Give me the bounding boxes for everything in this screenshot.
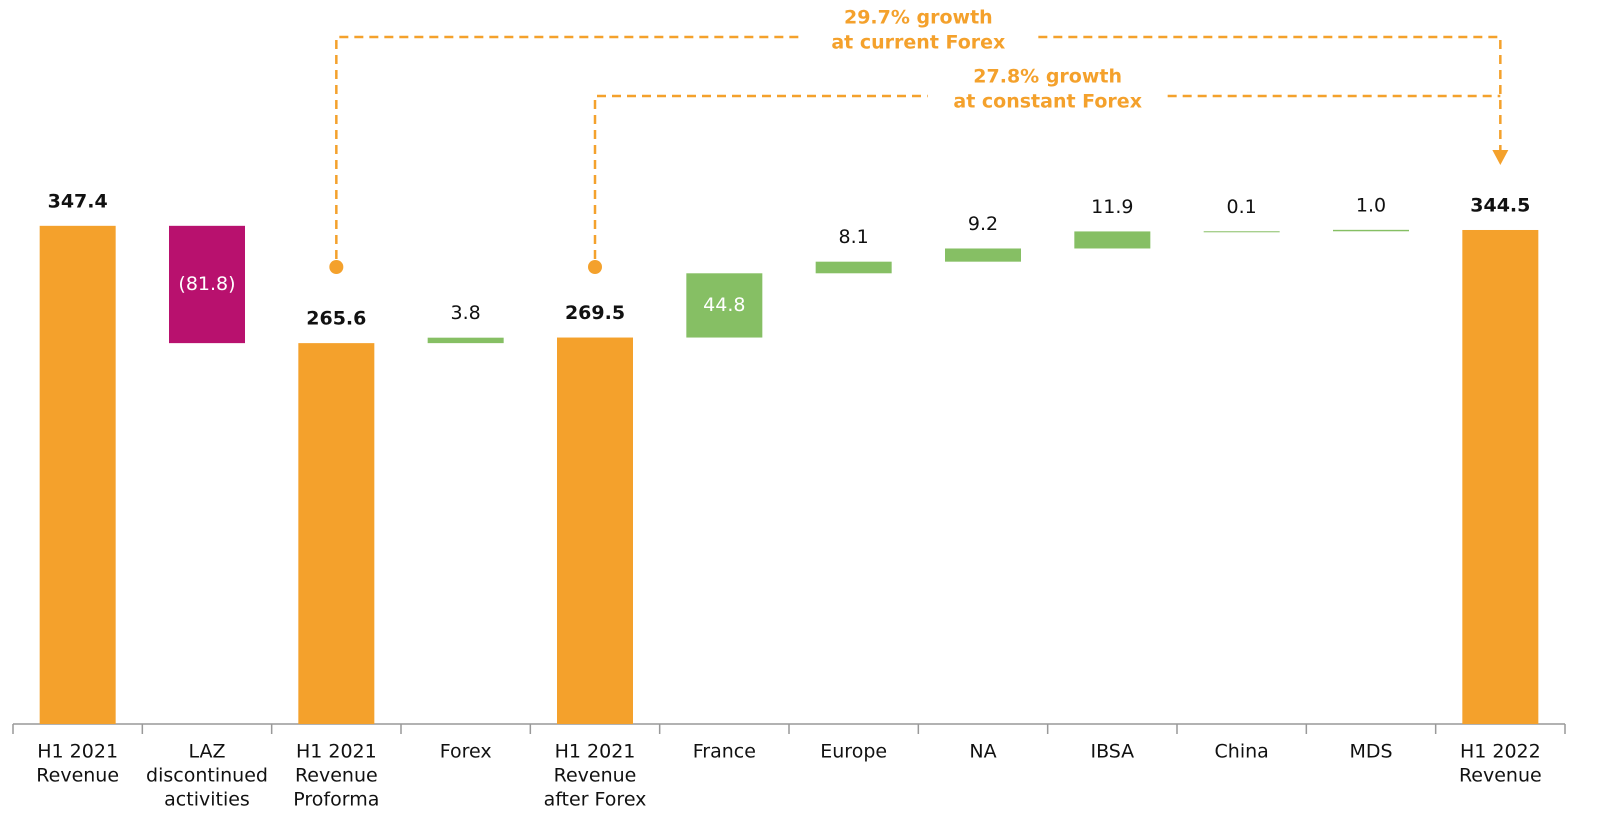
x-tick-label: Revenue: [295, 765, 378, 787]
annotation-line: [593, 94, 928, 259]
x-tick-label: Revenue: [36, 765, 119, 787]
value-label: 8.1: [839, 226, 869, 248]
x-tick-label: after Forex: [544, 789, 647, 811]
x-tick-label: Proforma: [293, 789, 379, 811]
value-label: 265.6: [306, 308, 366, 330]
x-tick-label: LAZ: [188, 741, 225, 763]
x-tick-label: China: [1215, 741, 1269, 763]
bar: [169, 225, 245, 344]
x-tick-label: NA: [969, 741, 996, 763]
bar: [39, 225, 116, 724]
x-tick-label: France: [693, 741, 756, 763]
bar: [1462, 229, 1539, 724]
value-label: 1.0: [1356, 194, 1386, 216]
value-label: 347.4: [48, 190, 108, 212]
x-tick-label: Revenue: [1459, 765, 1542, 787]
value-label: 9.2: [968, 213, 998, 235]
annotation-text: at constant Forex: [953, 91, 1142, 113]
value-label: 0.1: [1227, 196, 1257, 218]
bar: [686, 273, 763, 338]
x-tick-label: Europe: [820, 741, 887, 763]
value-label: (81.8): [178, 273, 235, 295]
annotation-arrow: [1492, 150, 1509, 165]
bar: [945, 248, 1021, 262]
annotation-text: 29.7% growth: [844, 7, 993, 29]
bar: [557, 337, 633, 724]
x-tick-label: Forex: [440, 741, 492, 763]
bar: [427, 337, 504, 344]
x-tick-label: discontinued: [146, 765, 268, 787]
bar: [815, 261, 892, 274]
x-tick-label: H1 2022: [1460, 741, 1541, 763]
x-tick-label: H1 2021: [555, 741, 636, 763]
annotation-dot: [329, 260, 344, 274]
bar: [298, 343, 375, 724]
bar: [1203, 231, 1280, 233]
value-label: 344.5: [1470, 194, 1530, 216]
x-tick-label: H1 2021: [37, 741, 118, 763]
annotation-line: [1038, 35, 1502, 150]
value-label: 44.8: [703, 294, 745, 316]
value-label: 269.5: [565, 302, 625, 324]
annotation-text: 27.8% growth: [973, 66, 1122, 88]
bar: [1333, 229, 1409, 232]
annotation-text: at current Forex: [831, 32, 1005, 54]
x-tick-label: IBSA: [1090, 741, 1134, 763]
x-tick-label: activities: [164, 789, 250, 811]
bar: [1074, 231, 1151, 249]
x-tick-label: H1 2021: [296, 741, 377, 763]
value-label: 3.8: [451, 302, 481, 324]
x-tick-label: Revenue: [554, 765, 637, 787]
annotation-line: [335, 35, 799, 259]
x-tick-label: MDS: [1349, 741, 1392, 763]
annotation-dot: [588, 260, 602, 274]
value-label: 11.9: [1091, 196, 1133, 218]
